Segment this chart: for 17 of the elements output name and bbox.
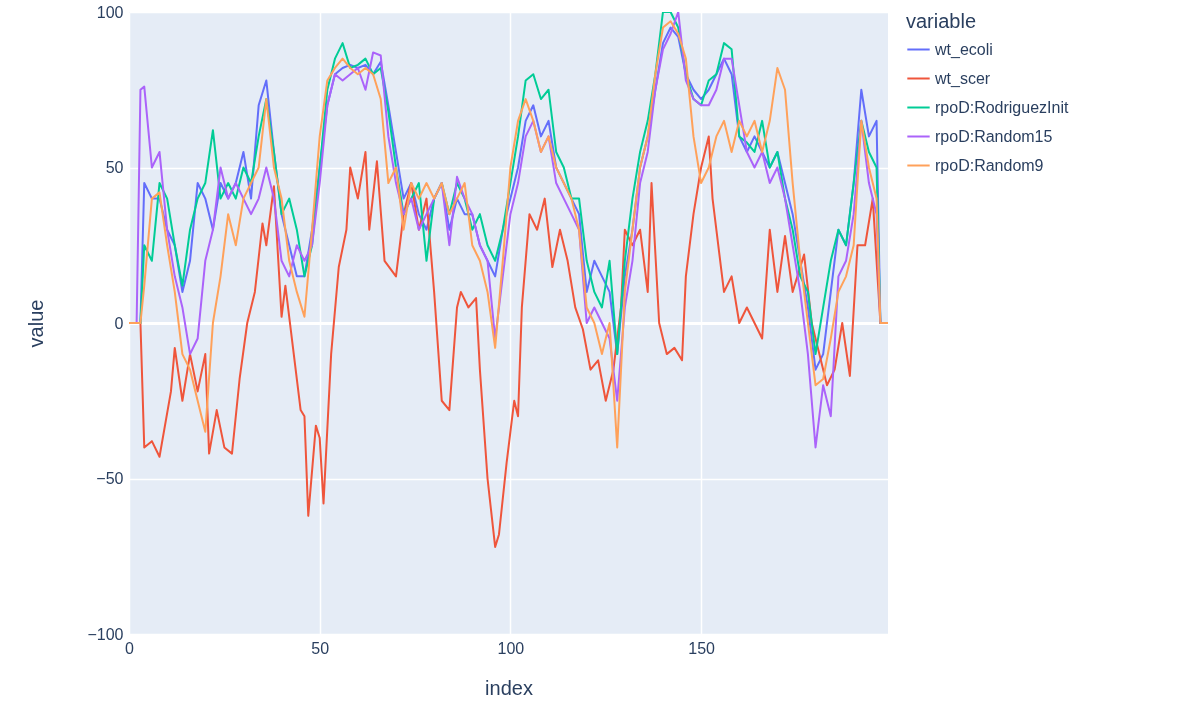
x-tick-label: 0 xyxy=(125,639,135,657)
x-axis-title: index xyxy=(485,676,533,699)
legend-label: wt_scer xyxy=(934,69,991,88)
legend-label: rpoD:RodriguezInit xyxy=(935,98,1069,116)
y-tick-label: −50 xyxy=(96,470,124,487)
x-tick-label: 100 xyxy=(497,639,525,657)
y-tick-label: 0 xyxy=(114,314,124,332)
y-axis-title: value xyxy=(25,299,48,348)
x-tick-label: 50 xyxy=(311,639,330,657)
legend-label: rpoD:Random15 xyxy=(935,127,1053,145)
legend-title: variable xyxy=(906,10,977,32)
x-tick-label: 150 xyxy=(688,639,716,657)
y-tick-label: 50 xyxy=(105,159,124,176)
y-tick-label: 100 xyxy=(96,3,124,21)
y-tick-label: −100 xyxy=(87,625,124,643)
legend-label: wt_ecoli xyxy=(934,40,993,59)
legend-label: rpoD:Random9 xyxy=(935,156,1044,174)
